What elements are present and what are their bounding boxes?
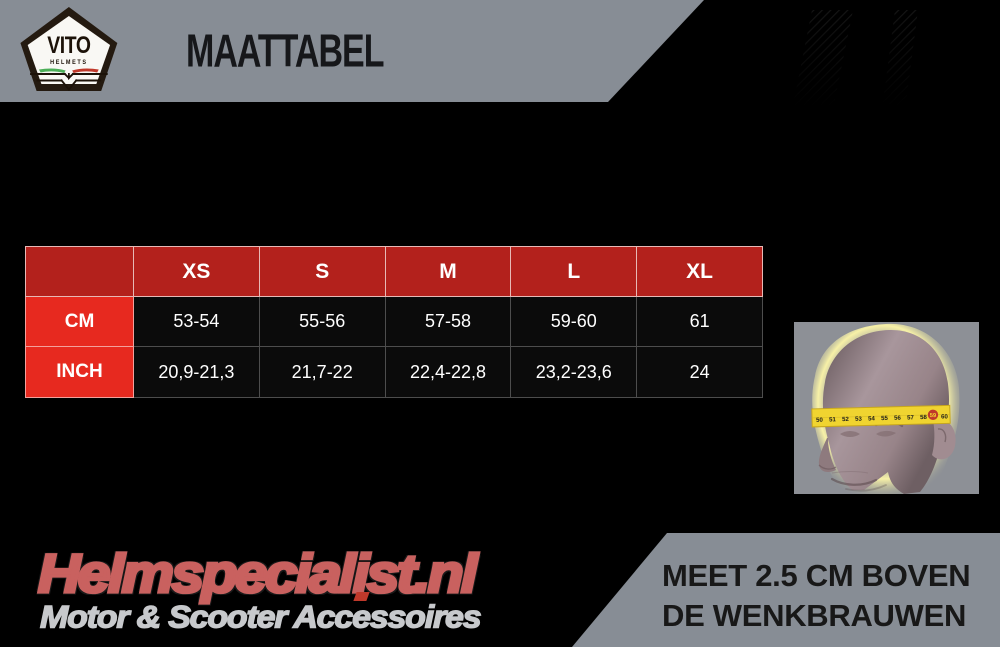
- svg-text:58: 58: [920, 414, 928, 421]
- svg-text:59: 59: [930, 413, 937, 419]
- svg-text:52: 52: [842, 416, 850, 423]
- svg-text:60: 60: [941, 413, 949, 420]
- svg-text:57: 57: [907, 414, 915, 421]
- svg-text:51: 51: [829, 416, 837, 423]
- svg-text:54: 54: [868, 415, 876, 422]
- svg-text:53: 53: [855, 416, 863, 423]
- svg-text:56: 56: [894, 415, 902, 422]
- svg-text:50: 50: [816, 417, 824, 424]
- svg-text:55: 55: [881, 415, 889, 422]
